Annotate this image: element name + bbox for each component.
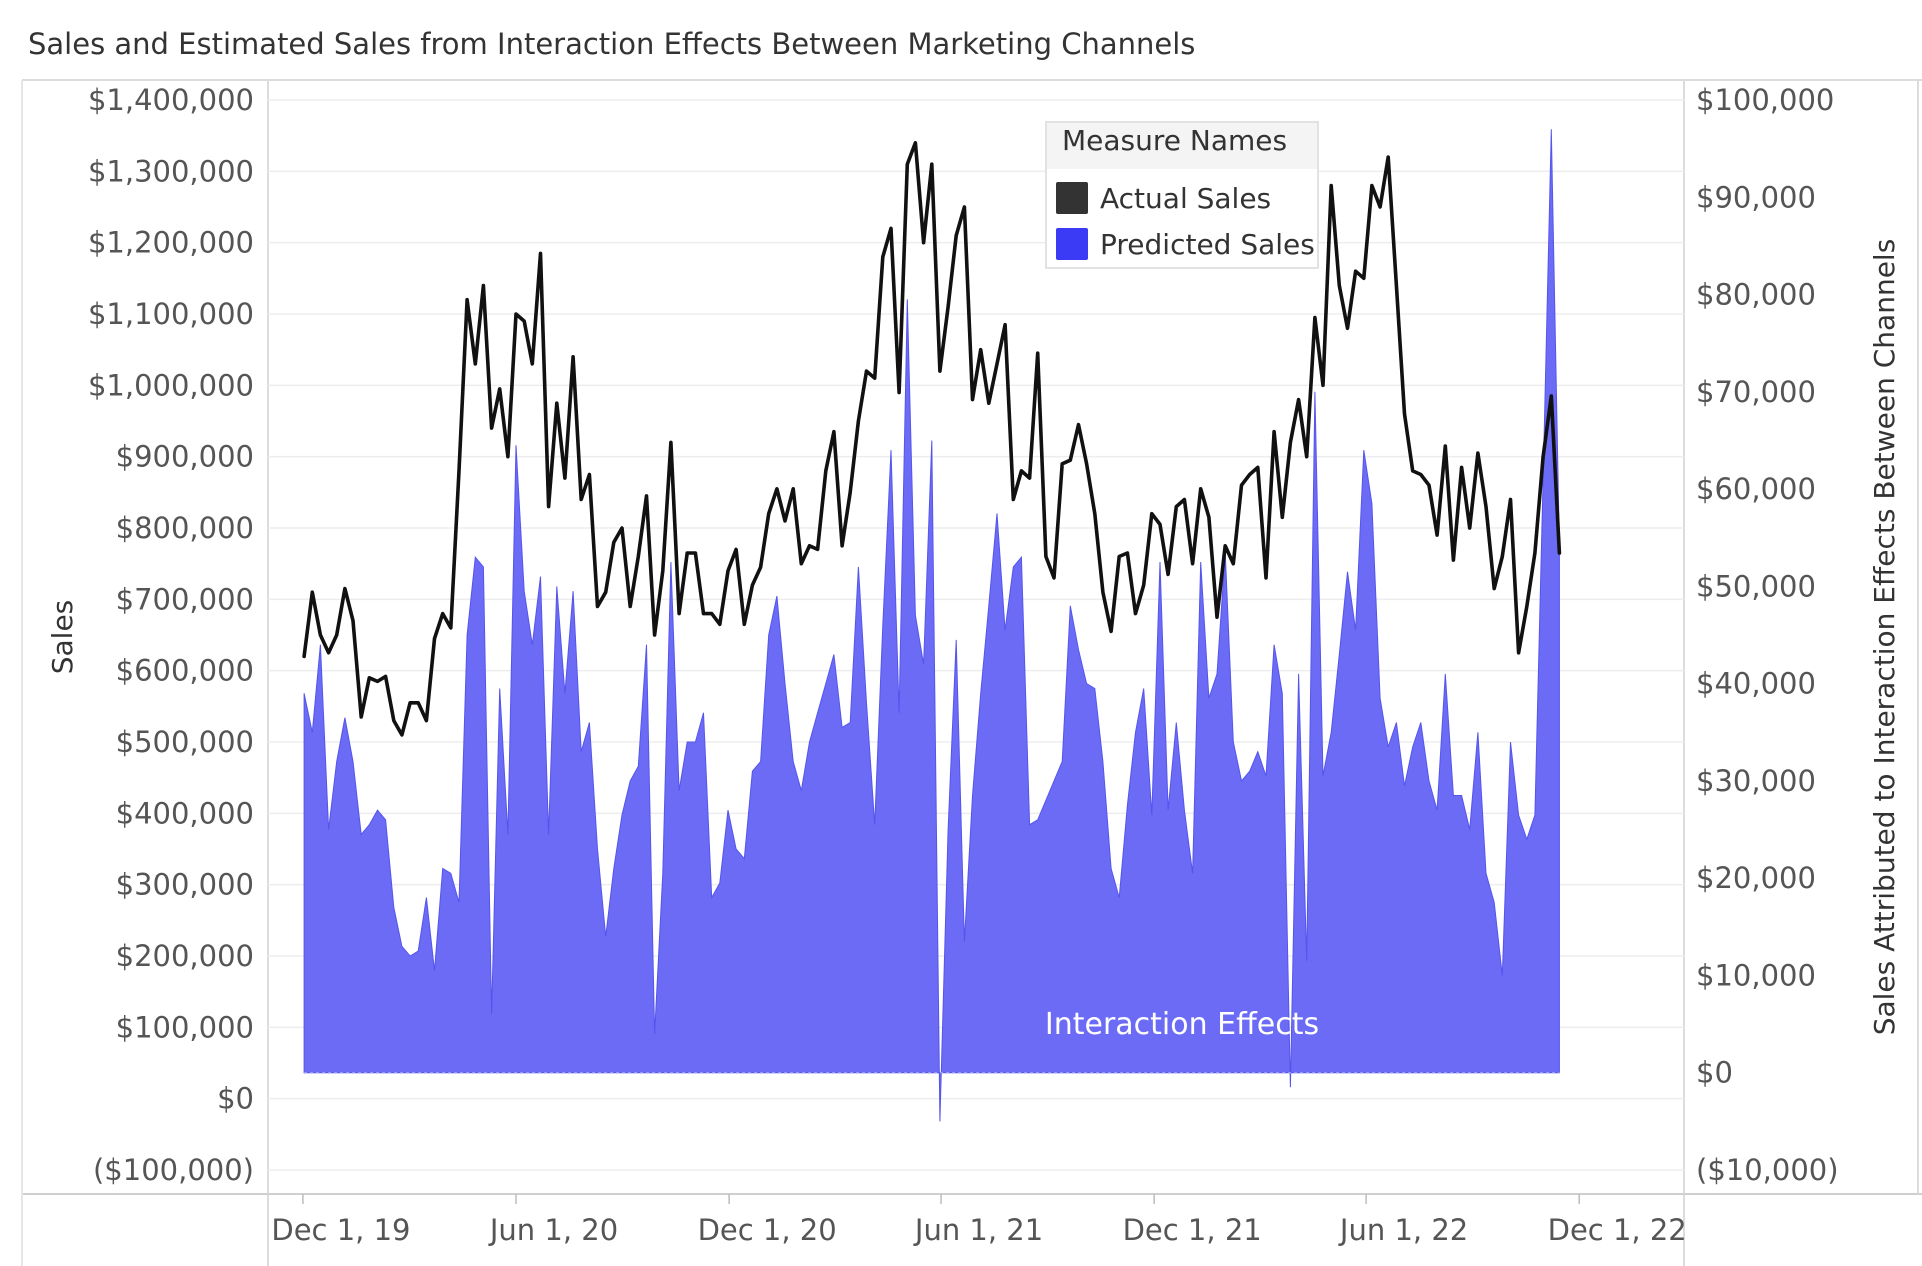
x-tick-label: Jun 1, 20 [488, 1213, 618, 1247]
predicted-sales-area [303, 129, 1560, 1122]
x-tick-label: Dec 1, 21 [1123, 1213, 1262, 1247]
y-tick-label: $100,000 [116, 1010, 254, 1044]
x-tick-label: Jun 1, 22 [1338, 1213, 1468, 1247]
x-tick-label: Dec 1, 20 [698, 1213, 837, 1247]
y2-tick-label: $40,000 [1696, 667, 1816, 701]
y-tick-label: $900,000 [116, 440, 254, 474]
y2-tick-label: $10,000 [1696, 958, 1816, 992]
left-axis-ticks: $1,400,000 $1,300,000 $1,200,000 $1,100,000… [88, 83, 254, 1187]
y-tick-label: $700,000 [116, 582, 254, 616]
y-tick-label: $200,000 [116, 939, 254, 973]
y-tick-label: ($100,000) [93, 1153, 254, 1187]
legend: Measure Names Actual Sales Predicted Sal… [1045, 121, 1319, 269]
y2-tick-label: $0 [1696, 1056, 1733, 1090]
x-tick-label: Jun 1, 21 [913, 1213, 1043, 1247]
y-tick-label: $1,200,000 [88, 226, 254, 260]
legend-label-predicted-sales: Predicted Sales [1100, 228, 1315, 261]
legend-title-band [1047, 123, 1317, 169]
right-axis-ticks: $100,000 $90,000 $80,000 $70,000 $60,000 $50,… [1696, 83, 1839, 1187]
y2-tick-label: $20,000 [1696, 861, 1816, 895]
actual-sales-line-layer [302, 141, 1562, 737]
y2-axis-label: Sales Attributed to Interaction Effects … [1868, 239, 1901, 1036]
y2-tick-label: $80,000 [1696, 278, 1816, 312]
y-axis-label: Sales [46, 600, 79, 675]
y-tick-label: $1,400,000 [88, 83, 254, 117]
y2-tick-label: $100,000 [1696, 83, 1834, 117]
y-tick-label: $300,000 [116, 868, 254, 902]
x-axis-ticks: Dec 1, 19 Jun 1, 20 Dec 1, 20 Jun 1, 21 Dec … [271, 1194, 1687, 1247]
interaction-effects-annotation: Interaction Effects [1045, 1007, 1319, 1042]
y-tick-label: $800,000 [116, 511, 254, 545]
y2-tick-label: $30,000 [1696, 764, 1816, 798]
y-tick-label: $1,300,000 [88, 154, 254, 188]
y-tick-label: $0 [217, 1082, 254, 1116]
chart-title: Sales and Estimated Sales from Interacti… [28, 27, 1195, 61]
y2-tick-label: $90,000 [1696, 180, 1816, 214]
x-tick-label: Dec 1, 19 [271, 1213, 410, 1247]
predicted-sales-area-layer [303, 129, 1560, 1122]
y-tick-label: $1,100,000 [88, 297, 254, 331]
y-tick-label: $600,000 [116, 654, 254, 688]
y2-tick-label: $60,000 [1696, 472, 1816, 506]
y2-tick-label: ($10,000) [1696, 1153, 1839, 1187]
y-tick-label: $400,000 [116, 796, 254, 830]
x-tick-label: Dec 1, 22 [1548, 1213, 1687, 1247]
legend-swatch-predicted-sales [1056, 228, 1088, 260]
legend-title: Measure Names [1062, 124, 1287, 157]
y-tick-label: $500,000 [116, 725, 254, 759]
y2-tick-label: $50,000 [1696, 569, 1816, 603]
actual-sales-line [302, 141, 1562, 737]
legend-swatch-actual-sales [1056, 182, 1088, 214]
legend-label-actual-sales: Actual Sales [1100, 182, 1271, 215]
y2-tick-label: $70,000 [1696, 375, 1816, 409]
y-tick-label: $1,000,000 [88, 368, 254, 402]
